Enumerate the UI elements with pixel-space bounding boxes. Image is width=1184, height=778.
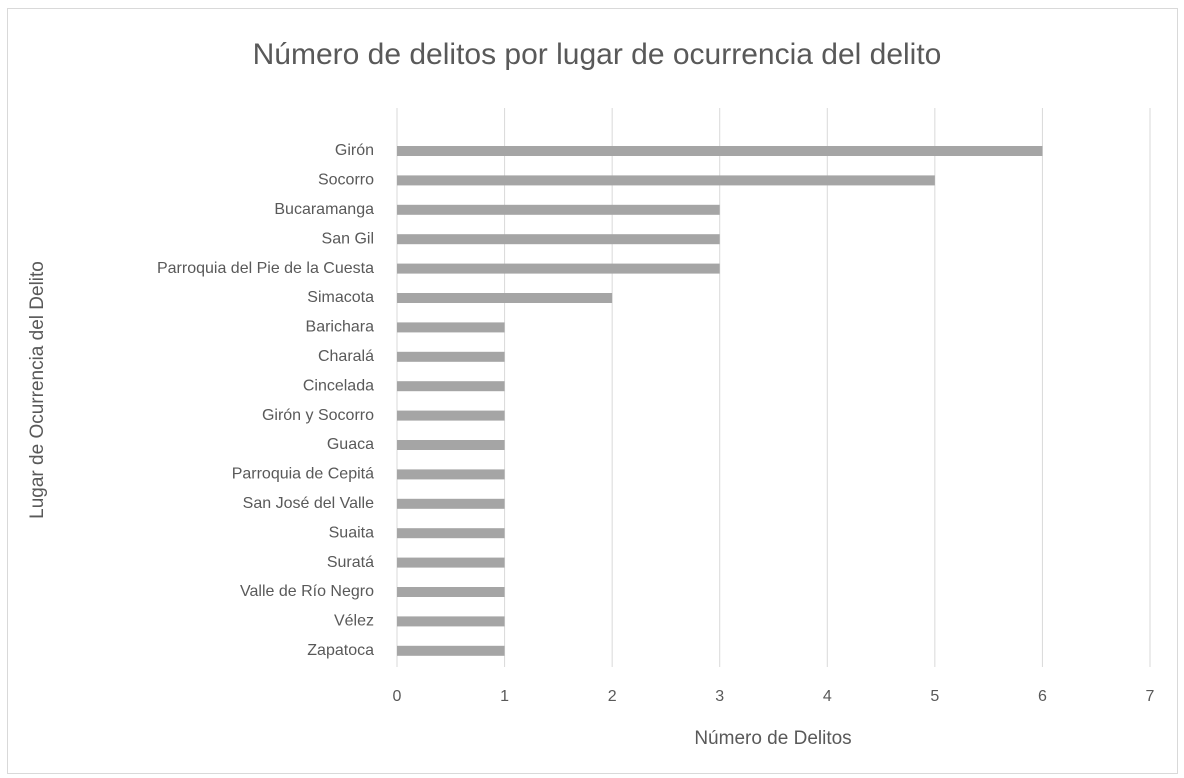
y-axis-label: Lugar de Ocurrencia del Delito [27,261,48,519]
bar [397,351,505,362]
chart-border [7,8,1178,774]
x-tick-label: 4 [823,688,832,705]
bar [397,293,613,303]
y-tick-label: San Gil [322,230,374,247]
y-tick-label: Barichara [306,319,375,336]
bar [397,410,505,421]
y-tick-label: Suratá [327,554,374,571]
bar [397,381,505,392]
bar [397,587,505,597]
bar [397,263,720,274]
y-tick-label: Valle de Río Negro [240,583,374,600]
chart-title: Número de delitos por lugar de ocurrenci… [253,38,942,71]
y-tick-label: Socorro [318,172,374,189]
y-tick-label: Suaita [329,524,374,541]
y-tick-label: Bucaramanga [274,201,374,218]
bar [397,645,505,656]
y-tick-label: Parroquia de Cepitá [232,466,374,483]
bar [397,440,505,450]
bar [397,557,505,568]
x-tick-label: 5 [930,688,939,705]
y-tick-label: Cincelada [303,377,374,394]
x-axis-label: Número de Delitos [694,728,851,749]
y-tick-label: Girón [335,142,374,159]
y-tick-label: Girón y Socorro [262,407,374,424]
x-tick-label: 0 [393,688,402,705]
bar [397,204,720,215]
x-tick-label: 3 [715,688,724,705]
bar [397,498,505,509]
y-tick-label: Zapatoca [307,642,374,659]
x-tick-label: 2 [608,688,617,705]
y-tick-label: Parroquia del Pie de la Cuesta [157,260,374,277]
bar [397,322,505,333]
bar [397,469,505,480]
y-tick-label: Vélez [334,613,374,630]
x-tick-label: 1 [500,688,509,705]
y-tick-label: San José del Valle [243,495,374,512]
bar [397,616,505,627]
y-tick-label: Guaca [327,436,374,453]
y-tick-label: Charalá [318,348,374,365]
y-tick-label: Simacota [307,289,374,306]
bar [397,146,1043,156]
bar [397,234,720,245]
x-tick-label: 6 [1038,688,1047,705]
bar [397,528,505,539]
x-tick-label: 7 [1146,688,1155,705]
bar [397,175,935,186]
